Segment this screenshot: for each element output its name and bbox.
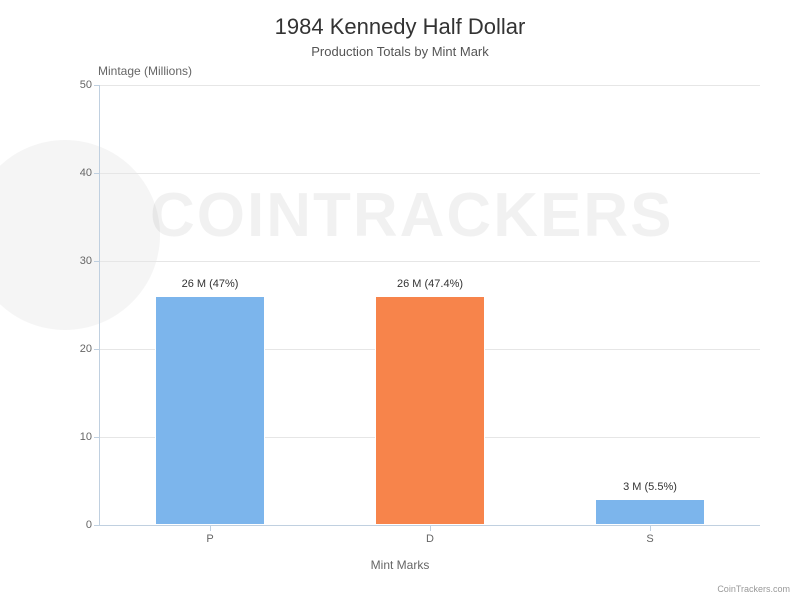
bar-label: 3 M (5.5%)	[623, 481, 677, 493]
bar	[595, 499, 705, 525]
gridline	[100, 261, 760, 262]
x-tick-label: P	[206, 533, 213, 545]
bar	[375, 296, 485, 525]
credits: CoinTrackers.com	[717, 584, 790, 594]
y-tick-label: 10	[80, 431, 92, 443]
y-tick-label: 20	[80, 343, 92, 355]
gridline	[100, 85, 760, 86]
chart-title: 1984 Kennedy Half Dollar	[0, 14, 800, 40]
x-tick-mark	[430, 525, 431, 531]
y-tick-label: 30	[80, 255, 92, 267]
bar	[155, 296, 265, 525]
x-tick-mark	[210, 525, 211, 531]
bar-label: 26 M (47%)	[182, 278, 239, 290]
x-axis-title: Mint Marks	[0, 558, 800, 572]
y-tick-label: 0	[86, 519, 92, 531]
x-tick-label: D	[426, 533, 434, 545]
y-axis-title: Mintage (Millions)	[98, 64, 192, 78]
x-tick-mark	[650, 525, 651, 531]
y-tick-label: 40	[80, 167, 92, 179]
y-tick-label: 50	[80, 79, 92, 91]
y-axis-line	[99, 85, 100, 525]
gridline	[100, 173, 760, 174]
chart-subtitle: Production Totals by Mint Mark	[0, 44, 800, 59]
chart-container: COINTRACKERS 1984 Kennedy Half Dollar Pr…	[0, 0, 800, 600]
plot-area: 01020304050P26 M (47%)D26 M (47.4%)S3 M …	[100, 85, 760, 525]
bar-label: 26 M (47.4%)	[397, 278, 463, 290]
x-tick-label: S	[646, 533, 653, 545]
